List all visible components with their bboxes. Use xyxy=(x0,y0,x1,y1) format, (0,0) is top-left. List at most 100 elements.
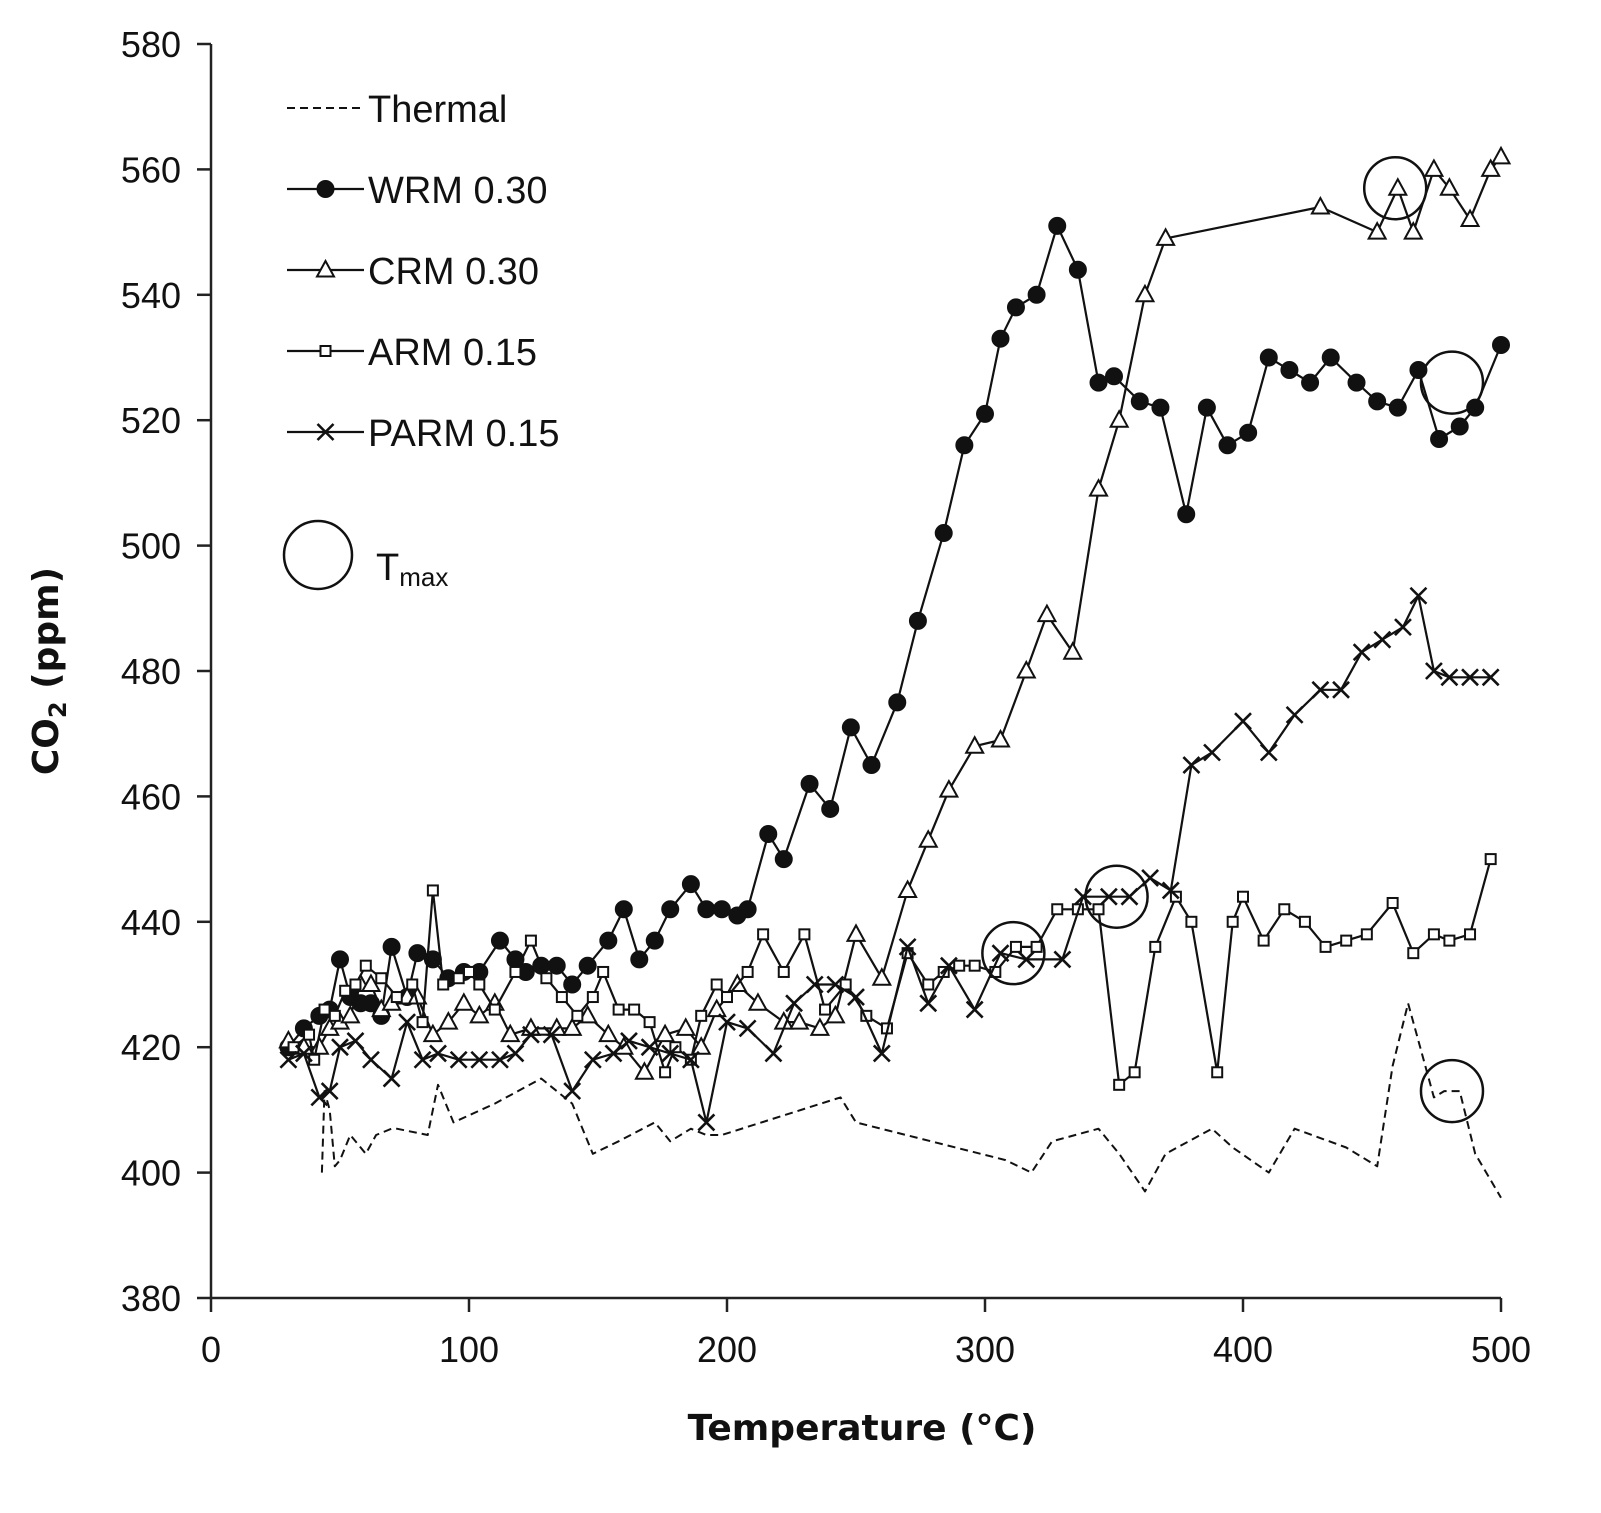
data-point-parm-0-15 xyxy=(1053,950,1072,969)
legend-label-arm-0-15: ARM 0.15 xyxy=(368,332,537,374)
data-point-parm-0-15 xyxy=(1311,680,1330,699)
data-point-parm-0-15 xyxy=(563,1082,582,1101)
data-point-arm-0-15 xyxy=(586,991,599,1004)
data-point-crm-0-30 xyxy=(1490,145,1512,165)
tmax-circle-parm-0-15 xyxy=(981,920,1046,986)
data-point-arm-0-15 xyxy=(540,972,553,985)
data-point-parm-0-15 xyxy=(1182,756,1201,774)
data-point-arm-0-15 xyxy=(1128,1066,1141,1079)
data-point-wrm-0-30 xyxy=(1239,423,1258,442)
data-point-arm-0-15 xyxy=(1257,934,1270,947)
data-point-wrm-0-30 xyxy=(563,975,582,994)
data-point-arm-0-15 xyxy=(339,984,352,997)
data-point-crm-0-30 xyxy=(825,1004,846,1024)
data-point-crm-0-30 xyxy=(1134,283,1156,303)
data-point-arm-0-15 xyxy=(349,978,362,991)
data-point-wrm-0-30 xyxy=(1068,260,1087,279)
data-point-crm-0-30 xyxy=(918,829,939,848)
data-point-parm-0-15 xyxy=(681,1050,700,1069)
data-point-crm-0-30 xyxy=(897,879,918,898)
legend-entry-parm-0-15: PARM 0.15 xyxy=(287,413,559,455)
data-point-parm-0-15 xyxy=(331,1038,349,1057)
data-point-wrm-0-30 xyxy=(1430,430,1449,449)
data-point-parm-0-15 xyxy=(542,1025,561,1044)
data-point-parm-0-15 xyxy=(362,1050,380,1069)
data-point-parm-0-15 xyxy=(764,1044,783,1063)
data-point-wrm-0-30 xyxy=(331,950,349,969)
data-point-parm-0-15 xyxy=(965,1000,984,1019)
data-point-arm-0-15 xyxy=(1030,940,1043,953)
data-point-parm-0-15 xyxy=(738,1019,757,1038)
data-point-crm-0-30 xyxy=(809,1017,831,1036)
data-point-arm-0-15 xyxy=(426,884,439,897)
data-point-wrm-0-30 xyxy=(1347,373,1366,392)
data-point-crm-0-30 xyxy=(789,1011,810,1030)
data-point-parm-0-15 xyxy=(1234,712,1252,731)
data-point-parm-0-15 xyxy=(604,1044,623,1063)
data-point-wrm-0-30 xyxy=(697,900,716,919)
data-point-arm-0-15 xyxy=(1278,903,1291,916)
data-point-parm-0-15 xyxy=(320,1082,339,1101)
data-point-arm-0-15 xyxy=(612,1003,625,1016)
tmax-circle-thermal xyxy=(1419,1058,1485,1124)
data-point-arm-0-15 xyxy=(628,1003,641,1016)
data-point-crm-0-30 xyxy=(360,973,382,992)
data-point-parm-0-15 xyxy=(413,1050,432,1069)
x-tick-label: 500 xyxy=(1471,1329,1531,1370)
data-point-wrm-0-30 xyxy=(681,875,700,894)
data-point-arm-0-15 xyxy=(798,928,811,941)
data-point-arm-0-15 xyxy=(1237,890,1249,903)
data-point-parm-0-15 xyxy=(491,1050,509,1069)
data-point-crm-0-30 xyxy=(453,992,475,1011)
data-point-wrm-0-30 xyxy=(661,900,680,919)
data-point-parm-0-15 xyxy=(583,1050,602,1069)
data-point-parm-0-15 xyxy=(1409,586,1428,605)
y-tick-label: 400 xyxy=(121,1153,181,1194)
data-point-wrm-0-30 xyxy=(1321,348,1340,367)
data-point-wrm-0-30 xyxy=(1492,335,1510,354)
data-point-arm-0-15 xyxy=(452,972,465,985)
legend-marker-wrm-0-30 xyxy=(316,180,335,198)
legend-marker-crm-0-30 xyxy=(315,258,336,278)
data-point-wrm-0-30 xyxy=(490,931,509,950)
data-point-crm-0-30 xyxy=(938,779,960,798)
x-tick-label: 300 xyxy=(955,1329,1015,1370)
y-tick-label: 500 xyxy=(121,526,181,567)
data-point-parm-0-15 xyxy=(1440,668,1459,687)
data-point-parm-0-15 xyxy=(826,975,845,994)
x-tick-label: 400 xyxy=(1213,1329,1273,1370)
data-point-crm-0-30 xyxy=(1366,221,1388,240)
series-wrm-0-30 xyxy=(279,216,1510,1057)
legend-marker-parm-0-15 xyxy=(316,423,335,441)
data-point-arm-0-15 xyxy=(473,978,486,991)
y-tick-label: 560 xyxy=(121,149,181,190)
data-point-wrm-0-30 xyxy=(1280,361,1299,380)
data-point-arm-0-15 xyxy=(406,978,419,991)
data-point-wrm-0-30 xyxy=(888,693,907,712)
data-point-crm-0-30 xyxy=(1016,659,1037,679)
data-point-crm-0-30 xyxy=(654,1023,676,1043)
data-point-crm-0-30 xyxy=(1480,158,1501,177)
data-point-crm-0-30 xyxy=(500,1023,521,1043)
data-point-arm-0-15 xyxy=(777,965,790,978)
legend-label-thermal: Thermal xyxy=(368,89,507,131)
data-point-wrm-0-30 xyxy=(774,850,793,869)
data-point-parm-0-15 xyxy=(398,1013,416,1032)
data-point-wrm-0-30 xyxy=(934,524,953,543)
data-point-crm-0-30 xyxy=(1459,208,1481,228)
series-parm-0-15 xyxy=(279,586,1500,1132)
data-point-wrm-0-30 xyxy=(1388,398,1407,417)
data-point-arm-0-15 xyxy=(509,965,522,978)
data-point-arm-0-15 xyxy=(416,1016,429,1029)
data-point-crm-0-30 xyxy=(1108,409,1130,428)
data-point-arm-0-15 xyxy=(1185,915,1198,928)
data-point-wrm-0-30 xyxy=(821,799,840,818)
data-point-crm-0-30 xyxy=(1403,221,1424,240)
legend-tmax-subscript: max xyxy=(399,562,448,592)
data-point-arm-0-15 xyxy=(1211,1066,1224,1079)
data-point-parm-0-15 xyxy=(1285,705,1304,724)
series-line-parm-0-15 xyxy=(287,594,1491,1124)
data-point-arm-0-15 xyxy=(741,965,754,978)
data-point-wrm-0-30 xyxy=(1301,373,1320,392)
